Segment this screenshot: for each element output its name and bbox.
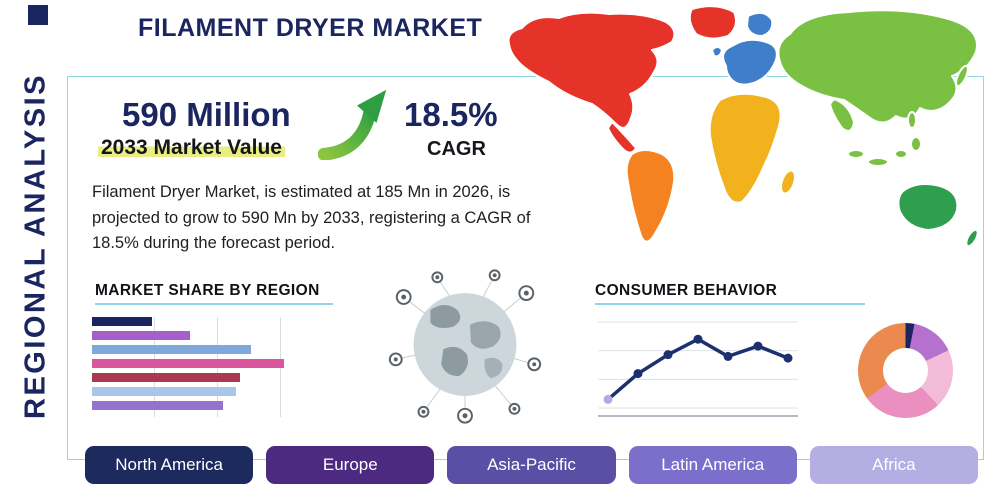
cagr-value: 18.5% — [404, 96, 498, 133]
consumer-behavior-heading: CONSUMER BEHAVIOR — [595, 282, 778, 299]
growth-arrow-icon — [318, 89, 387, 160]
map-europe — [722, 38, 778, 86]
cagr-caption: CAGR — [427, 138, 486, 160]
region-button-label: North America — [115, 455, 223, 474]
map-united-kingdom — [711, 46, 723, 58]
market-share-bar-1 — [92, 331, 190, 340]
region-button-latin-america[interactable]: Latin America — [628, 446, 797, 484]
map-madagascar — [780, 169, 796, 195]
consumer-behavior-underline — [595, 303, 865, 305]
map-india — [829, 98, 855, 132]
market-share-bar-5 — [92, 387, 236, 396]
map-new-zealand — [965, 228, 979, 248]
market-share-bar-6 — [92, 401, 223, 410]
map-central-america — [607, 121, 637, 154]
map-japan — [955, 64, 969, 88]
region-button-africa[interactable]: Africa — [809, 446, 979, 484]
market-share-bar-4 — [92, 373, 240, 382]
region-button-north-america[interactable]: North America — [85, 446, 254, 484]
map-south-america — [625, 149, 676, 243]
market-value-caption: 2033 Market Value — [98, 136, 285, 160]
market-share-bar-chart — [92, 317, 284, 417]
market-value-caption-text: 2033 Market Value — [98, 136, 285, 159]
region-button-label: Europe — [322, 455, 378, 474]
map-asia — [777, 9, 978, 124]
map-scandinavia — [746, 11, 774, 37]
region-button-label: Asia-Pacific — [487, 455, 576, 474]
side-label-regional-analysis: REGIONAL ANALYSIS — [19, 73, 52, 419]
market-value-2033: 590 Million — [122, 96, 291, 133]
map-southeast-asia — [847, 111, 922, 167]
region-button-label: Latin America — [661, 455, 765, 474]
map-africa — [708, 92, 782, 204]
donut-chart — [858, 323, 953, 418]
market-share-underline — [95, 303, 333, 305]
region-button-label: Africa — [872, 455, 916, 474]
region-legend-row: North America Europe Asia-Pacific Latin … — [85, 446, 979, 484]
map-australia — [897, 183, 959, 231]
market-share-bar-0 — [92, 317, 152, 326]
market-description: Filament Dryer Market, is estimated at 1… — [92, 183, 531, 253]
globe-network-graphic — [388, 269, 542, 424]
region-button-europe[interactable]: Europe — [266, 446, 435, 484]
map-greenland — [688, 5, 737, 40]
region-button-asia-pacific[interactable]: Asia-Pacific — [447, 446, 616, 484]
world-map — [507, 5, 979, 248]
decor-square — [28, 5, 48, 25]
page-title: FILAMENT DRYER MARKET — [138, 14, 483, 42]
consumer-behavior-line-chart — [598, 321, 798, 417]
map-north-america — [507, 11, 676, 129]
market-share-bar-2 — [92, 345, 252, 354]
market-share-bar-3 — [92, 359, 284, 368]
market-share-heading: MARKET SHARE BY REGION — [95, 282, 320, 299]
